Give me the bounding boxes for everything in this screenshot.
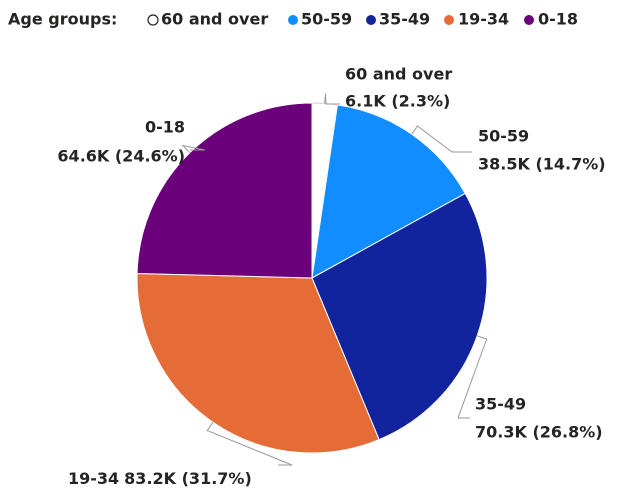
category-label: 35-49	[475, 395, 526, 414]
category-label: 19-34	[68, 469, 119, 488]
value-label: 64.6K (24.6%)	[57, 147, 185, 166]
leader-line	[206, 421, 293, 466]
category-label: 60 and over	[345, 65, 452, 84]
leader-line	[411, 125, 472, 153]
pie-slice	[311, 104, 466, 279]
legend-label: 35-49	[379, 10, 430, 29]
category-label: 0-18	[145, 118, 185, 137]
value-label: 70.3K (26.8%)	[475, 423, 603, 442]
legend-marker	[366, 15, 376, 25]
leader-line	[457, 335, 488, 419]
data-label: 19-34 83.2K (31.7%)	[68, 469, 252, 488]
legend-label: 60 and over	[161, 10, 268, 29]
pie-slice	[311, 192, 488, 441]
legend-label: 19-34	[458, 10, 509, 29]
leader-line	[324, 93, 340, 105]
value-label: 83.2K (31.7%)	[124, 469, 252, 488]
legend-marker	[444, 15, 454, 25]
value-label: 6.1K (2.3%)	[345, 92, 450, 111]
legend-label: 50-59	[301, 10, 352, 29]
legend-label: 0-18	[538, 10, 578, 29]
category-label: 50-59	[478, 127, 529, 146]
pie-slice	[136, 272, 380, 454]
value-label: 38.5K (14.7%)	[478, 155, 606, 174]
legend-marker	[147, 14, 159, 26]
pie-slice	[136, 102, 313, 279]
leader-line	[181, 144, 206, 154]
legend-title: Age groups:	[8, 10, 117, 29]
legend-marker	[288, 15, 298, 25]
legend-marker	[524, 15, 534, 25]
